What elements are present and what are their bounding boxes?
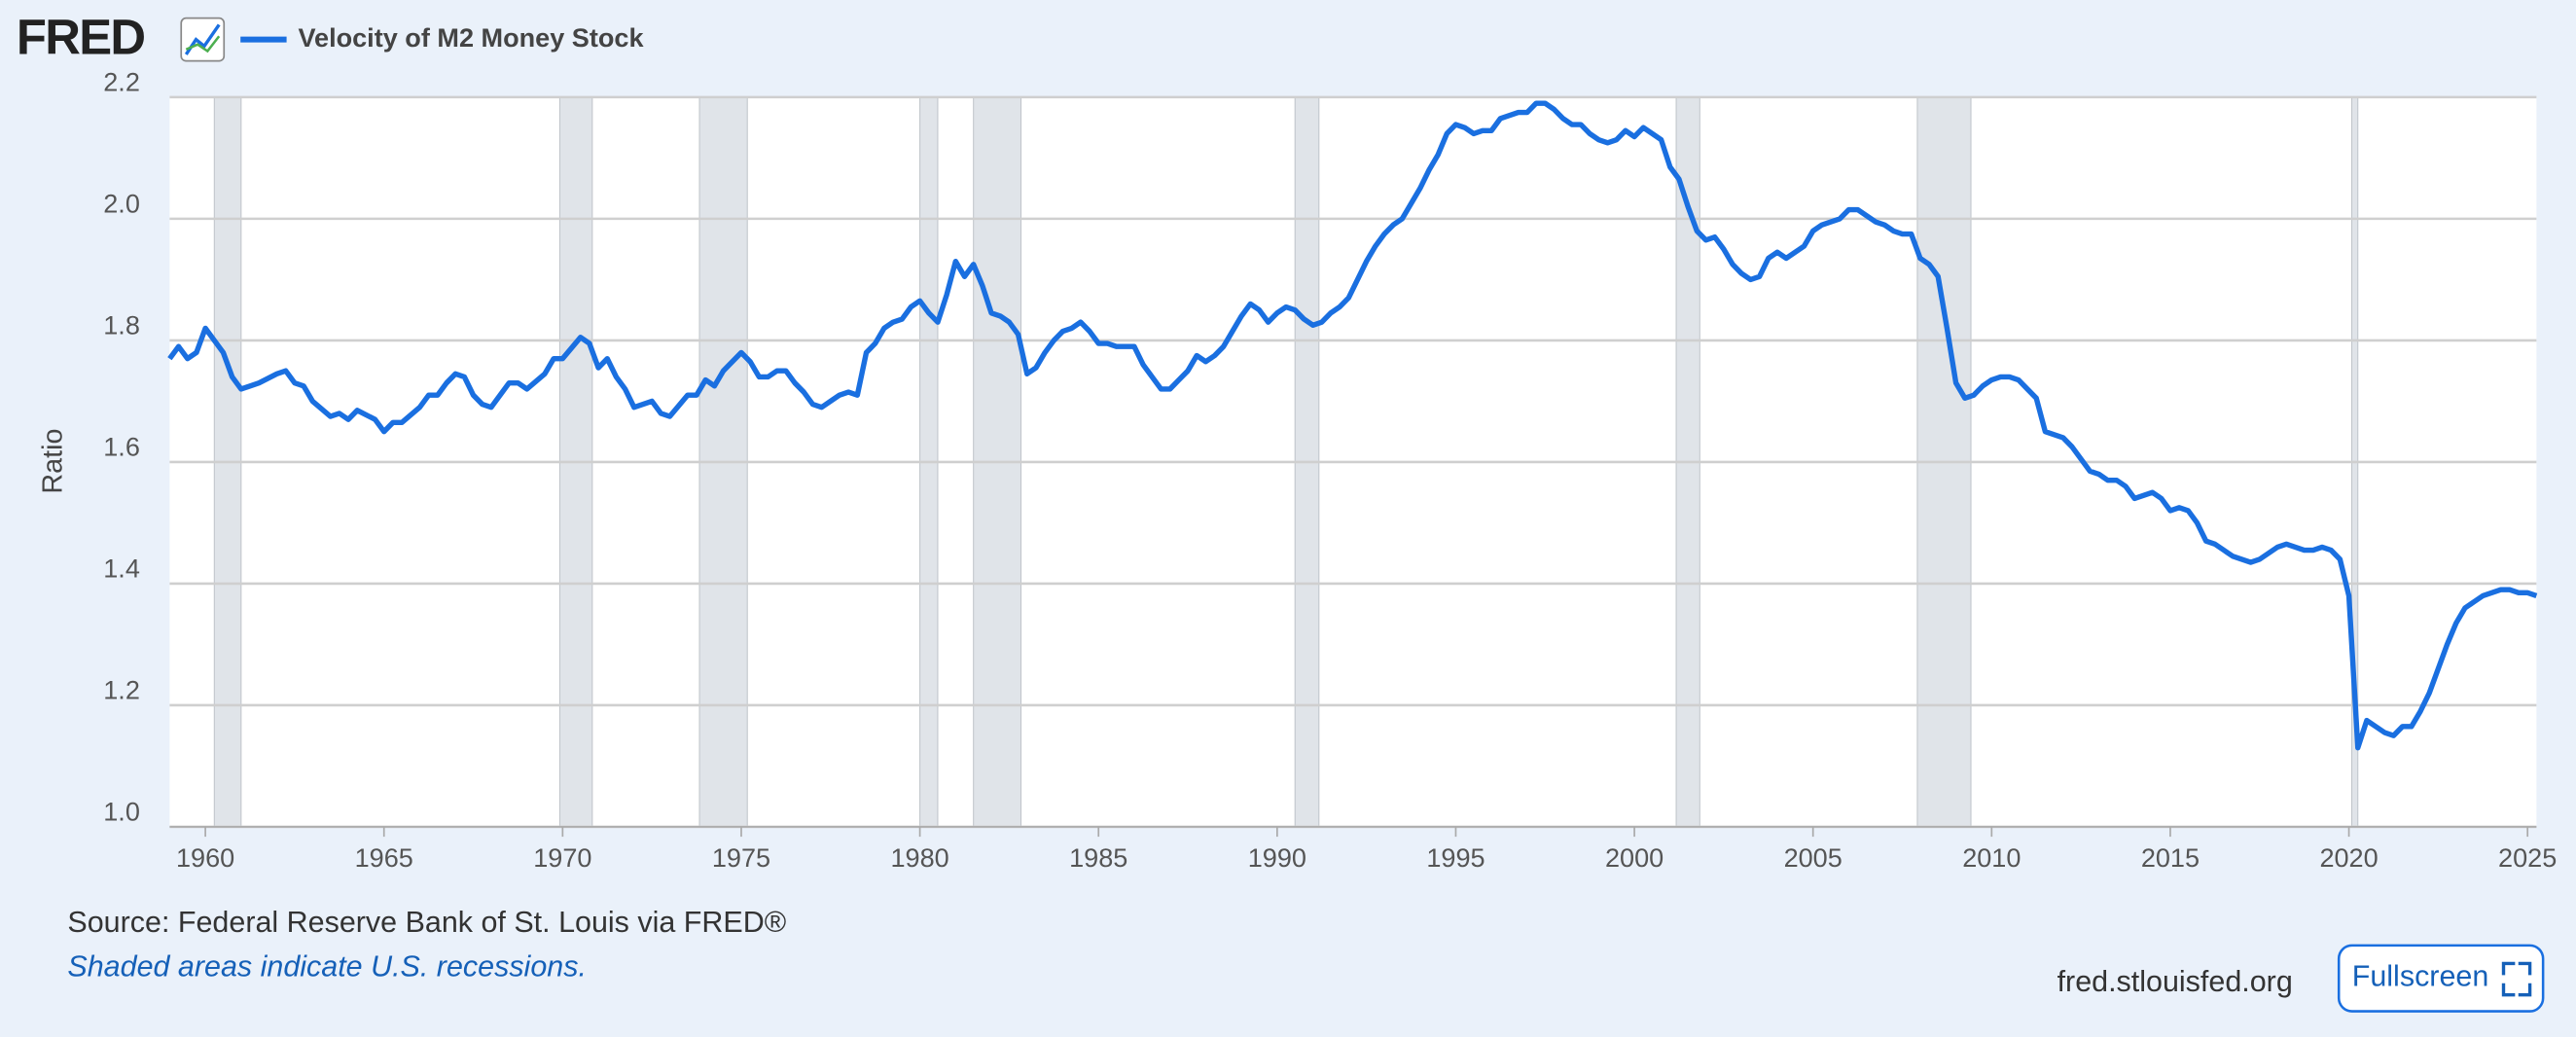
y-tick-label: 1.2 [103, 675, 140, 705]
x-tick-label: 2020 [2319, 842, 2378, 873]
fullscreen-button[interactable]: Fullscreen [2337, 944, 2545, 1013]
x-tick-label: 1975 [712, 842, 770, 873]
x-tick-label: 1960 [176, 842, 234, 873]
x-tick-label: 2015 [2141, 842, 2200, 873]
x-tick-label: 2000 [1605, 842, 1664, 873]
x-tick-label: 1990 [1248, 842, 1306, 873]
fullscreen-label[interactable]: Fullscreen [2352, 960, 2489, 993]
x-tick-label: 2005 [1784, 842, 1843, 873]
note: Shaded areas indicate U.S. recessions. [67, 950, 587, 983]
y-tick-label: 2.0 [103, 189, 140, 219]
data-line [167, 100, 2538, 751]
y-tick-label: 2.2 [103, 67, 140, 97]
x-tick-label: 1980 [890, 842, 948, 873]
website: fred.stlouisfed.org [2057, 965, 2293, 998]
legend-label: Velocity of M2 Money Stock [298, 22, 644, 53]
x-tick-label: 1995 [1426, 842, 1485, 873]
source: Source: Federal Reserve Bank of St. Loui… [67, 906, 786, 939]
x-tick-label: 2010 [1962, 842, 2021, 873]
logo: FRED [17, 10, 144, 65]
x-tick-label: 1970 [533, 842, 591, 873]
y-axis-label: Ratio [37, 429, 68, 494]
x-tick-label: 2025 [2498, 842, 2557, 873]
y-tick-label: 1.0 [103, 797, 140, 827]
y-tick-label: 1.8 [103, 310, 140, 340]
y-tick-label: 1.4 [103, 554, 140, 584]
logo-icon [180, 17, 226, 62]
x-tick-label: 1985 [1069, 842, 1127, 873]
x-tick-label: 1965 [355, 842, 413, 873]
y-tick-label: 1.6 [103, 432, 140, 462]
